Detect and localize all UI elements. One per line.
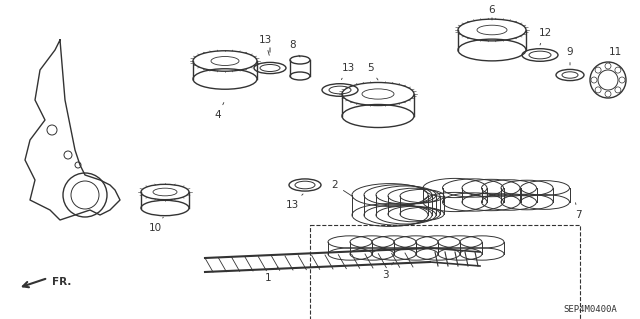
Text: 8: 8 — [290, 40, 300, 57]
Text: 4: 4 — [214, 102, 224, 120]
Text: 10: 10 — [148, 217, 163, 233]
Text: FR.: FR. — [52, 277, 72, 287]
Text: 13: 13 — [285, 194, 303, 210]
Text: 13: 13 — [259, 35, 271, 55]
Text: SEP4M0400A: SEP4M0400A — [563, 306, 617, 315]
Text: 12: 12 — [538, 28, 552, 45]
Text: 11: 11 — [609, 47, 621, 63]
Text: 9: 9 — [566, 47, 573, 65]
Bar — [310, 225, 580, 319]
Text: 7: 7 — [575, 203, 581, 220]
Text: 2: 2 — [332, 180, 353, 197]
Text: 13: 13 — [341, 63, 355, 79]
Text: 5: 5 — [367, 63, 378, 80]
Text: 1: 1 — [265, 267, 278, 283]
Text: 3: 3 — [381, 262, 394, 280]
Text: 6: 6 — [489, 5, 495, 20]
